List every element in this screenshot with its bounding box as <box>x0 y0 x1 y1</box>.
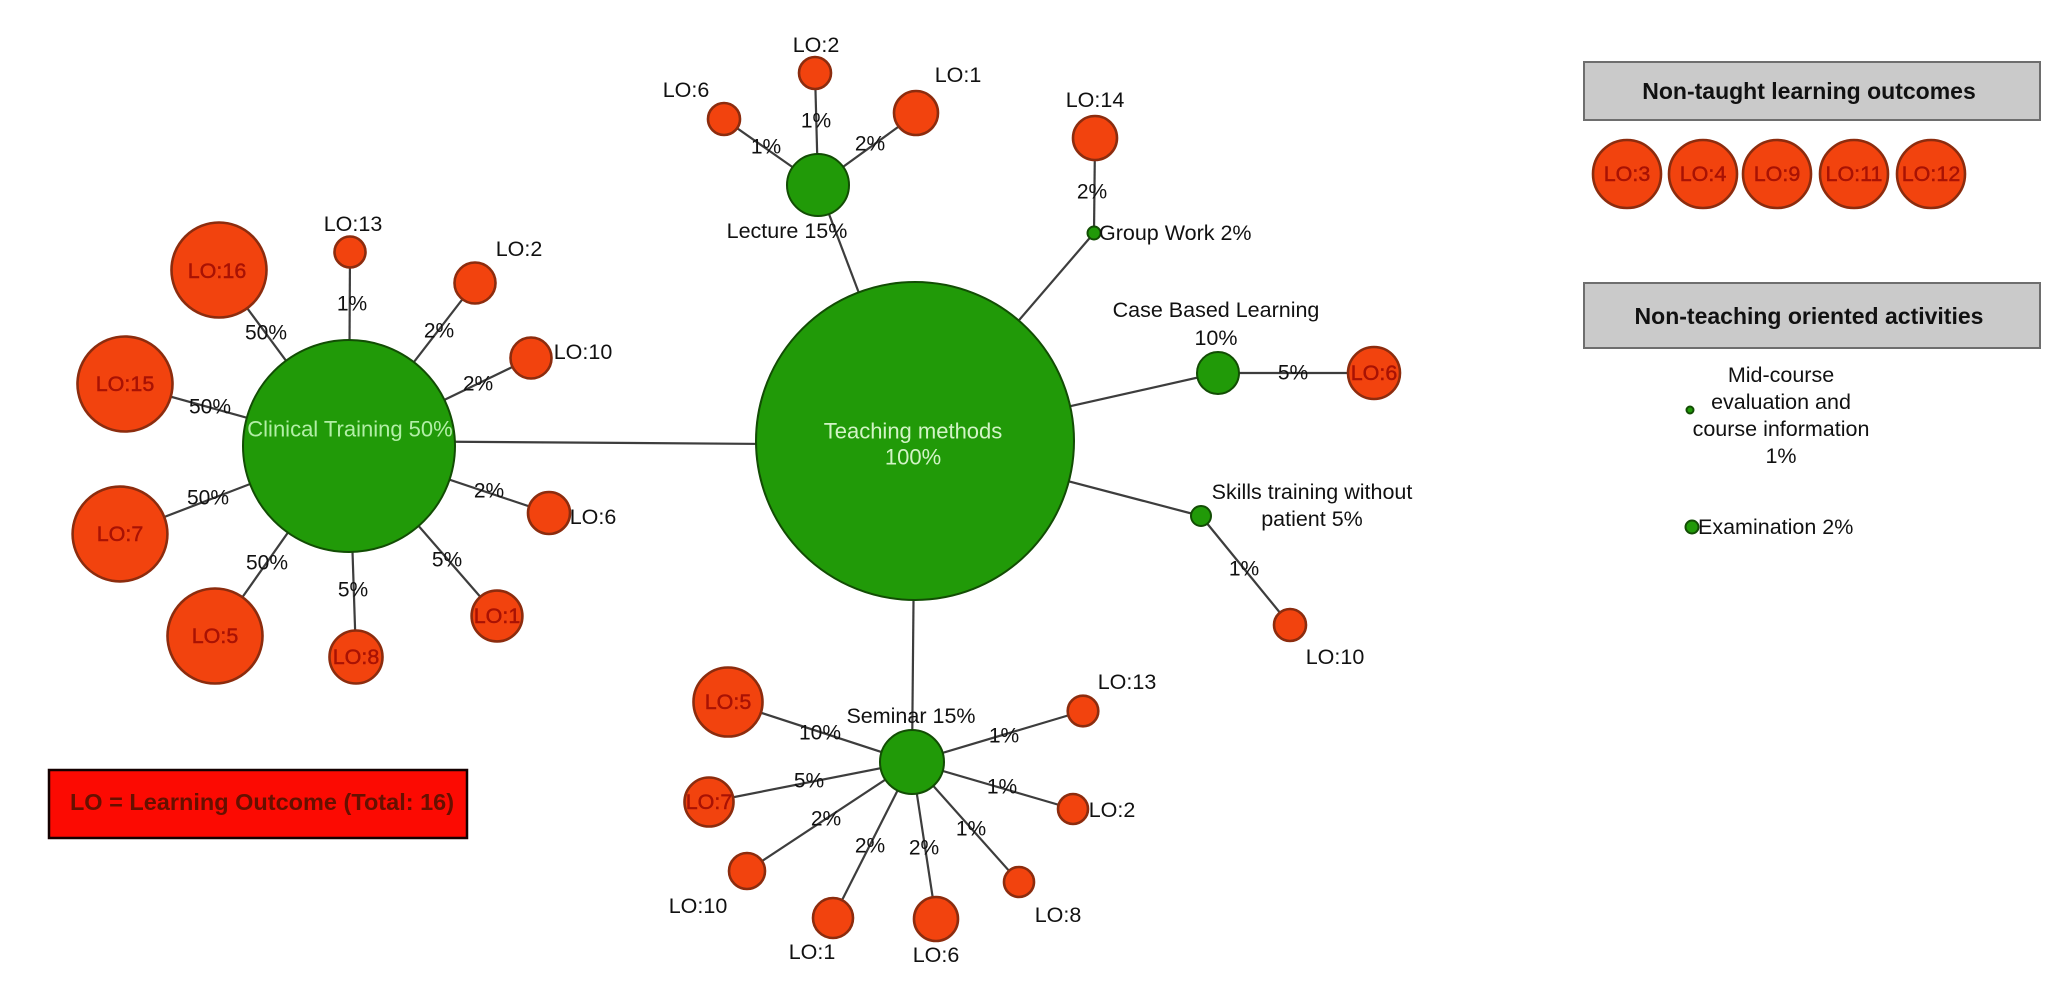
svg-text:LO = Learning Outcome (Total:: LO = Learning Outcome (Total: 16) <box>70 789 454 815</box>
svg-text:1%: 1% <box>987 776 1017 799</box>
svg-text:LO:2: LO:2 <box>1089 798 1136 822</box>
svg-text:2%: 2% <box>463 373 493 396</box>
svg-text:LO:13: LO:13 <box>324 212 383 236</box>
svg-text:50%: 50% <box>189 396 231 419</box>
svg-text:1%: 1% <box>1229 558 1259 581</box>
svg-text:Examination 2%: Examination 2% <box>1698 515 1853 539</box>
svg-text:1%: 1% <box>337 293 367 316</box>
svg-text:LO:1: LO:1 <box>935 63 982 87</box>
svg-text:2%: 2% <box>1077 181 1107 204</box>
svg-text:Clinical Training 50%: Clinical Training 50% <box>247 417 452 442</box>
svg-text:LO:10: LO:10 <box>1306 645 1365 669</box>
svg-text:1%: 1% <box>1765 444 1796 468</box>
svg-text:1%: 1% <box>751 136 781 159</box>
svg-text:10%: 10% <box>799 722 841 745</box>
svg-text:LO:5: LO:5 <box>192 624 239 648</box>
svg-text:LO:9: LO:9 <box>1754 162 1801 186</box>
svg-text:LO:3: LO:3 <box>1604 162 1651 186</box>
svg-text:Non-teaching oriented activiti: Non-teaching oriented activities <box>1635 303 1984 329</box>
svg-text:LO:11: LO:11 <box>1826 162 1883 186</box>
svg-text:LO:1: LO:1 <box>789 940 836 964</box>
svg-text:50%: 50% <box>187 487 229 510</box>
svg-text:LO:1: LO:1 <box>474 604 521 628</box>
svg-text:LO:6: LO:6 <box>570 505 617 529</box>
svg-text:LO:13: LO:13 <box>1098 670 1157 694</box>
svg-text:5%: 5% <box>432 549 462 572</box>
svg-text:1%: 1% <box>956 818 986 841</box>
svg-text:LO:5: LO:5 <box>705 690 752 714</box>
svg-text:2%: 2% <box>811 808 841 831</box>
svg-text:50%: 50% <box>245 322 287 345</box>
svg-text:LO:6: LO:6 <box>1351 361 1398 385</box>
svg-text:LO:6: LO:6 <box>913 943 960 967</box>
svg-text:Teaching methods: Teaching methods <box>824 419 1003 444</box>
svg-text:Mid-course: Mid-course <box>1728 363 1834 387</box>
svg-text:Case Based Learning: Case Based Learning <box>1113 298 1320 322</box>
svg-text:100%: 100% <box>885 445 941 470</box>
svg-text:2%: 2% <box>909 837 939 860</box>
svg-text:LO:12: LO:12 <box>1902 162 1961 186</box>
svg-text:LO:14: LO:14 <box>1066 88 1125 112</box>
svg-text:50%: 50% <box>246 552 288 575</box>
svg-text:5%: 5% <box>338 579 368 602</box>
svg-text:5%: 5% <box>1278 362 1308 385</box>
svg-text:LO:6: LO:6 <box>663 78 710 102</box>
svg-text:Seminar 15%: Seminar 15% <box>846 704 975 728</box>
svg-text:Group Work 2%: Group Work 2% <box>1099 221 1252 245</box>
svg-text:2%: 2% <box>855 835 885 858</box>
svg-text:LO:2: LO:2 <box>496 237 543 261</box>
svg-text:Lecture 15%: Lecture 15% <box>727 219 848 243</box>
svg-text:LO:7: LO:7 <box>97 522 144 546</box>
svg-text:10%: 10% <box>1194 326 1237 350</box>
svg-text:1%: 1% <box>801 110 831 133</box>
svg-text:LO:10: LO:10 <box>554 340 613 364</box>
svg-text:LO:15: LO:15 <box>96 372 155 396</box>
svg-text:LO:8: LO:8 <box>333 645 380 669</box>
svg-text:Skills training without: Skills training without <box>1212 480 1413 504</box>
svg-text:patient 5%: patient 5% <box>1261 507 1363 531</box>
svg-text:course information: course information <box>1693 417 1870 441</box>
svg-text:2%: 2% <box>474 480 504 503</box>
svg-text:LO:16: LO:16 <box>188 259 247 283</box>
svg-text:2%: 2% <box>855 133 885 156</box>
svg-text:LO:10: LO:10 <box>669 894 728 918</box>
svg-text:5%: 5% <box>794 770 824 793</box>
svg-text:LO:8: LO:8 <box>1035 903 1082 927</box>
svg-text:Non-taught learning outcomes: Non-taught learning outcomes <box>1642 78 1976 104</box>
svg-text:1%: 1% <box>989 725 1019 748</box>
svg-text:LO:7: LO:7 <box>686 790 733 814</box>
svg-text:LO:4: LO:4 <box>1680 162 1727 186</box>
svg-text:LO:2: LO:2 <box>793 33 840 57</box>
svg-text:evaluation and: evaluation and <box>1711 390 1851 414</box>
svg-text:2%: 2% <box>424 320 454 343</box>
